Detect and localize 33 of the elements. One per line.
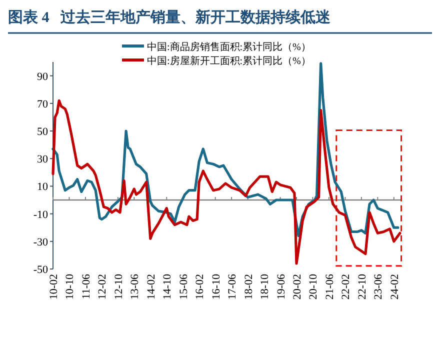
x-tick-label: 20-02	[291, 274, 304, 300]
x-tick-label: 14-10	[162, 274, 174, 300]
chart-title: 图表 4 过去三年地产销量、新开工数据持续低迷	[8, 8, 332, 26]
x-tick-label: 16-10	[210, 274, 222, 300]
x-tick-label: 12-02	[96, 274, 109, 300]
x-tick-label: 14-02	[145, 274, 158, 300]
x-tick-label: 22-02	[340, 274, 352, 300]
x-tick-label: 11-06	[80, 274, 92, 300]
x-tick-label: 12-10	[112, 274, 125, 300]
y-tick-label: 70	[37, 98, 48, 110]
x-tick-label: 17-06	[226, 274, 239, 300]
y-tick-label: 30	[37, 154, 48, 166]
y-tick-label: -30	[33, 236, 48, 248]
x-tick-label: 24-02	[388, 274, 401, 300]
x-tick-label: 19-06	[275, 274, 288, 300]
y-tick-label: 90	[37, 70, 48, 83]
y-tick-label: -50	[33, 264, 48, 276]
legend-label: 中国:房屋新开工面积:累计同比（%）	[147, 55, 311, 67]
x-tick-label: 21-06	[324, 274, 336, 300]
x-tick-label: 18-10	[259, 274, 272, 300]
y-tick-label: 50	[37, 126, 48, 138]
x-tick-label: 20-10	[308, 274, 320, 300]
legend-label: 中国:商品房销售面积:累计同比（%）	[147, 41, 311, 53]
x-tick-label: 15-06	[178, 274, 190, 300]
x-tick-label: 22-10	[356, 274, 368, 300]
x-tick-label: 10-10	[64, 274, 76, 300]
x-tick-label: 18-02	[242, 274, 255, 300]
x-tick-label: 23-06	[372, 274, 385, 300]
x-tick-label: 13-06	[129, 274, 142, 300]
x-tick-label: 16-02	[194, 274, 206, 300]
y-tick-label: -10	[33, 208, 48, 221]
y-tick-label: 10	[37, 181, 48, 194]
x-tick-label: 10-02	[48, 274, 60, 300]
